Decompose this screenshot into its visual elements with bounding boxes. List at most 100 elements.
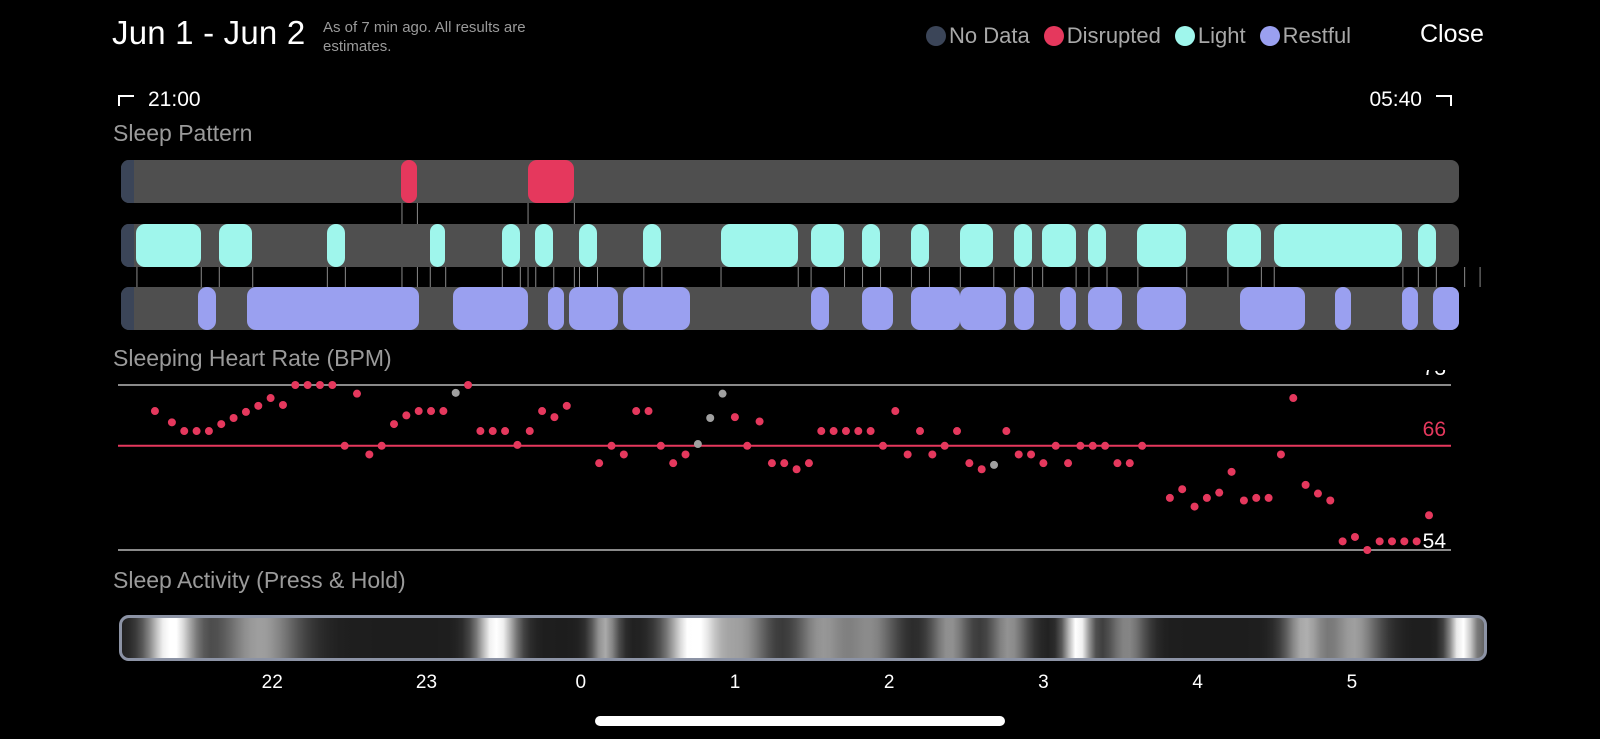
heart-rate-point — [278, 400, 287, 409]
light-segment — [579, 224, 597, 267]
heart-rate-point — [340, 441, 349, 450]
heart-rate-point — [390, 420, 399, 429]
legend-item-no-data: No Data — [926, 23, 1030, 49]
heart-rate-point — [229, 414, 238, 422]
light-band[interactable] — [121, 224, 1459, 267]
heart-rate-point — [204, 427, 213, 436]
end-bracket-icon — [1436, 95, 1452, 106]
sleep-pattern-title: Sleep Pattern — [113, 120, 253, 146]
legend-dot-icon — [1174, 26, 1195, 46]
light-segment — [810, 224, 845, 267]
heart-rate-point — [1064, 459, 1073, 468]
heart-rate-point — [829, 427, 838, 436]
close-button[interactable]: Close — [1420, 20, 1484, 48]
heart-rate-point — [1113, 459, 1122, 468]
disrupted-band[interactable] — [121, 160, 1459, 203]
heart-rate-point — [1138, 441, 1147, 450]
heart-rate-point — [1227, 467, 1236, 476]
light-segment — [959, 224, 994, 267]
heart-rate-point — [150, 407, 159, 416]
restful-segment — [1088, 287, 1122, 330]
heart-rate-point — [167, 418, 176, 427]
heart-rate-point — [501, 427, 510, 436]
heart-rate-point — [1125, 459, 1134, 468]
heart-rate-point — [755, 417, 764, 426]
heart-rate-point — [1051, 441, 1060, 450]
disrupted-segment — [527, 160, 574, 203]
heart-rate-point — [817, 427, 826, 436]
heart-rate-point — [464, 381, 473, 389]
axis-tick-label: 3 — [1038, 672, 1049, 693]
max-label: 73 — [1423, 370, 1446, 380]
light-segment — [218, 224, 253, 267]
axis-tick-label: 2 — [883, 672, 895, 693]
axis-tick-label: 1 — [729, 672, 741, 693]
heart-rate-point — [743, 441, 752, 450]
heart-rate-point — [706, 414, 715, 422]
legend-label: Restful — [1282, 23, 1352, 48]
sleep-activity-title: Sleep Activity (Press & Hold) — [113, 567, 406, 593]
restful-segment — [1402, 287, 1418, 330]
heart-rate-point — [402, 411, 411, 420]
heart-rate-point — [965, 459, 974, 468]
heart-rate-point — [451, 388, 460, 397]
heart-rate-point — [878, 441, 887, 450]
heart-rate-point — [476, 427, 485, 436]
min-label: 54 — [1423, 530, 1447, 553]
heart-rate-point — [1338, 537, 1347, 546]
restful-segment — [1060, 287, 1076, 330]
legend-label: No Data — [949, 23, 1030, 48]
legend-label: Disrupted — [1066, 23, 1161, 48]
light-segment — [1273, 224, 1403, 267]
heart-rate-point — [180, 427, 189, 436]
light-segment — [1088, 224, 1107, 267]
light-segment — [326, 224, 345, 267]
legend-item-disrupted: Disrupted — [1043, 23, 1161, 49]
sleep-activity-bar[interactable] — [119, 615, 1487, 661]
heart-rate-point — [315, 381, 324, 389]
legend: No Data Disrupted Light Restful — [926, 22, 1365, 50]
heart-rate-point — [377, 441, 386, 450]
heart-rate-point — [619, 450, 628, 459]
heart-rate-point — [915, 427, 924, 436]
heart-rate-point — [1190, 502, 1199, 511]
heart-rate-point — [217, 420, 226, 429]
heart-rate-point — [328, 381, 337, 389]
end-time: 05:40 — [1369, 88, 1422, 111]
start-time: 21:00 — [148, 88, 201, 111]
heart-rate-chart[interactable]: 73 66 54 — [0, 370, 1600, 580]
heart-rate-point — [1326, 496, 1335, 505]
restful-segment — [622, 287, 690, 330]
heart-rate-point — [241, 407, 250, 416]
heart-rate-point — [977, 465, 986, 474]
light-segment — [720, 224, 798, 267]
heart-rate-point — [352, 389, 361, 398]
axis-tick-label: 23 — [415, 672, 438, 693]
heart-rate-point — [1375, 537, 1384, 546]
restful-segment — [548, 287, 564, 330]
heart-rate-point — [681, 450, 690, 459]
heart-rate-point — [427, 407, 436, 416]
heart-rate-point — [669, 459, 678, 468]
heart-rate-point — [730, 413, 739, 422]
restful-segment — [1240, 287, 1305, 330]
light-segment — [1013, 224, 1032, 267]
restful-segment — [810, 287, 829, 330]
heart-rate-point — [550, 413, 559, 422]
heart-rate-point — [513, 440, 522, 449]
restful-segment — [862, 287, 893, 330]
heart-rate-point — [953, 427, 962, 436]
restful-segment — [198, 287, 217, 330]
heart-rate-point — [303, 381, 312, 389]
restful-segment — [1013, 287, 1035, 330]
axis-tick-label: 22 — [261, 672, 283, 693]
heart-rate-point — [562, 401, 571, 410]
heart-rate-points — [150, 381, 1434, 554]
heart-rate-point — [439, 407, 448, 416]
heart-rate-title: Sleeping Heart Rate (BPM) — [113, 345, 392, 371]
start-bracket-icon — [118, 95, 134, 106]
average-label: 66 — [1423, 418, 1446, 441]
restful-band[interactable] — [121, 287, 1459, 330]
restful-segment — [1335, 287, 1351, 330]
home-indicator[interactable] — [595, 716, 1005, 726]
